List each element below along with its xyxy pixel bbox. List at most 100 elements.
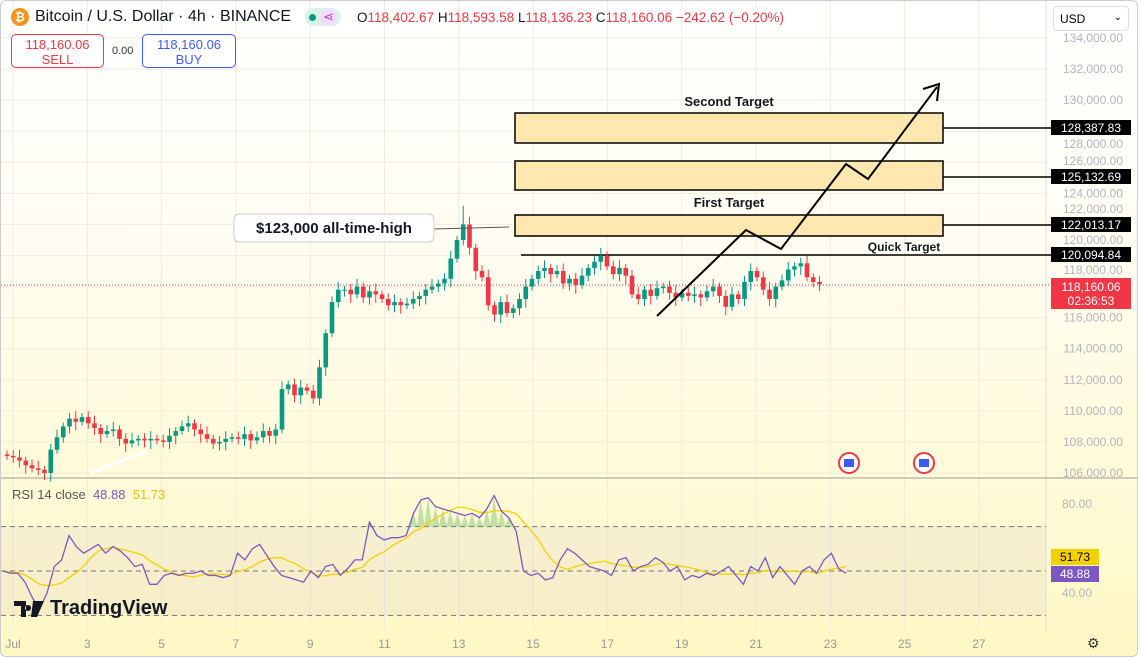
symbol-title[interactable]: Bitcoin / U.S. Dollar · 4h · BINANCE: [35, 8, 292, 25]
candle-body: [285, 384, 291, 390]
y-tick-label: 130,000.00: [1063, 93, 1123, 107]
candle-body: [179, 426, 185, 432]
candle-body: [85, 417, 91, 424]
candle-body: [573, 278, 579, 286]
candle-body: [542, 267, 547, 272]
candle-body: [648, 289, 654, 296]
candle-body: [104, 431, 110, 435]
candle-body: [129, 440, 135, 444]
x-tick-label: 23: [824, 637, 838, 651]
y-tick-label: 128,000.00: [1063, 137, 1123, 151]
y-tick-label: 122,000.00: [1063, 202, 1123, 216]
candle-body: [617, 267, 622, 275]
candle-body: [48, 449, 54, 473]
rsi-ma-label: 51.73: [1060, 550, 1090, 564]
candle-body: [817, 281, 822, 285]
candle-body: [492, 305, 497, 315]
status-pill[interactable]: ⋖: [305, 8, 341, 26]
x-tick-label: 3: [84, 637, 91, 651]
candle-body: [729, 294, 735, 307]
chevron-down-icon: ⌄: [1113, 12, 1122, 23]
x-tick-label: 15: [526, 637, 540, 651]
candle-body: [217, 441, 222, 444]
candle-body: [435, 283, 441, 287]
candle-body: [29, 465, 35, 469]
candle-body: [298, 387, 304, 396]
candle-body: [592, 261, 597, 268]
candle-body: [354, 286, 360, 295]
x-tick-label: Jul: [5, 637, 20, 651]
candle-body: [398, 302, 404, 306]
candle-body: [192, 423, 197, 430]
candle-body: [585, 267, 591, 276]
candle-body: [792, 266, 797, 270]
candle-body: [685, 292, 691, 296]
candle-body: [229, 437, 235, 439]
candle-body: [42, 469, 47, 473]
candle-body: [235, 437, 241, 439]
candle-body: [604, 255, 610, 267]
candle-body: [735, 294, 741, 300]
candle-body: [635, 294, 641, 300]
candle-body: [367, 291, 372, 298]
price-label: 122,013.17: [1061, 218, 1121, 232]
x-tick-label: 17: [601, 637, 615, 651]
candle-body: [348, 289, 354, 295]
candle-body: [273, 429, 279, 436]
y-tick-label: 112,000.00: [1063, 373, 1122, 387]
candle-body: [535, 271, 541, 279]
ath-pointer: [432, 226, 510, 230]
candle-body: [335, 289, 341, 303]
y-tick-label: 114,000.00: [1063, 342, 1122, 356]
candle-body: [767, 289, 772, 300]
price-label: 128,387.83: [1061, 121, 1121, 135]
last-price-bg: [1051, 278, 1131, 309]
x-tick-label: 7: [233, 637, 240, 651]
candle-body: [92, 423, 97, 428]
second-target-label: Second Target: [684, 94, 774, 109]
candle-body: [154, 438, 160, 441]
sell-button[interactable]: 118,160.06 SELL: [11, 34, 104, 68]
first-target-label: First Target: [694, 195, 765, 210]
candle-body: [529, 278, 535, 287]
candle-body: [198, 429, 204, 435]
market-open-icon: [309, 13, 317, 21]
candle-body: [379, 294, 385, 300]
symbol-header: ₿ Bitcoin / U.S. Dollar · 4h · BINANCE ⋖…: [11, 8, 784, 26]
candle-body: [79, 417, 85, 422]
price-label-bg: [1051, 247, 1131, 262]
candle-body: [667, 286, 672, 293]
candle-body: [629, 275, 635, 295]
currency-select[interactable]: USD ⌄: [1053, 6, 1129, 31]
candle-body: [317, 367, 322, 399]
x-tick-label: 5: [158, 637, 165, 651]
x-tick-label: 27: [972, 637, 986, 651]
tradingview-logo-icon: [14, 600, 44, 617]
price-label: 120,094.84: [1061, 248, 1121, 262]
projection-arrow: [656, 86, 938, 317]
candle-body: [60, 426, 66, 438]
candle-body: [517, 299, 522, 309]
candle-body: [123, 438, 129, 444]
candle-body: [429, 286, 435, 290]
candle-body: [73, 418, 79, 422]
y-tick-label: 110,000.00: [1063, 404, 1122, 418]
settings-icon[interactable]: ⚙: [1087, 635, 1100, 651]
candle-body: [242, 434, 247, 439]
candle-body: [135, 438, 141, 441]
ath-callout-label: $123,000 all-time-high: [256, 220, 412, 237]
candle-body: [23, 460, 29, 466]
candle-body: [473, 247, 479, 272]
candle-body: [554, 271, 560, 275]
candle-body: [423, 289, 429, 296]
last-price-label: 118,160.06: [1061, 280, 1120, 294]
rsi-ma-label-bg: [1051, 549, 1099, 565]
buy-button[interactable]: 118,160.06 BUY: [142, 34, 236, 68]
y-tick-label: 118,000.00: [1063, 263, 1122, 277]
candle-body: [798, 263, 804, 267]
x-tick-label: 9: [307, 637, 314, 651]
us-flag-event-icon: [919, 459, 929, 467]
candle-body: [698, 294, 704, 298]
candle-body: [810, 277, 816, 282]
